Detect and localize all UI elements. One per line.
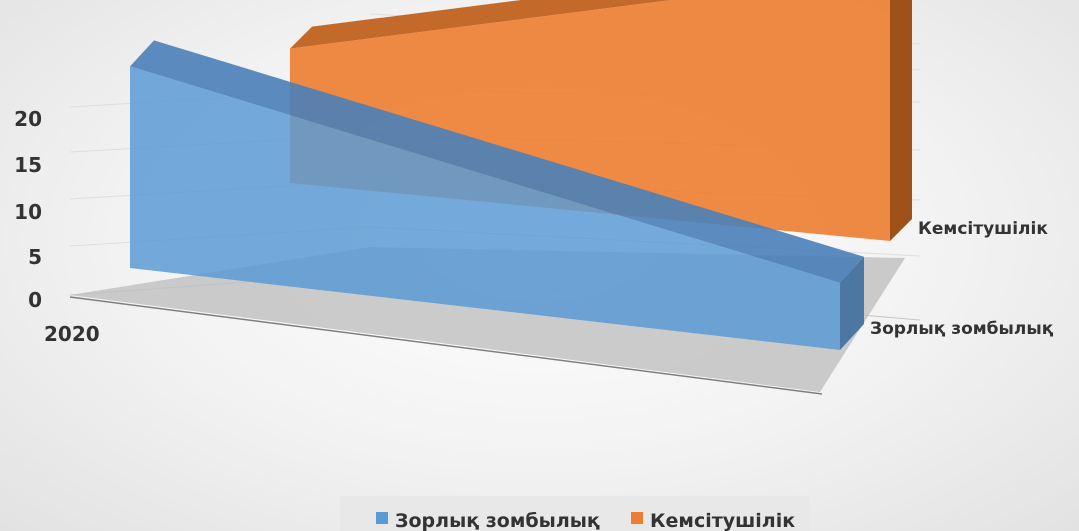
legend-swatch: [376, 512, 388, 524]
legend-swatch: [631, 512, 643, 524]
depth-axis-label: Зорлық зомбылық: [870, 319, 1054, 339]
legend-label: Кемсітушілік: [650, 510, 795, 531]
y-tick-label: 15: [14, 153, 42, 177]
legend-background: [340, 496, 810, 531]
y-tick-labels: 20 15 10 5 0: [14, 107, 42, 312]
legend-label: Зорлық зомбылық: [395, 510, 600, 531]
x-axis-line: [69, 296, 823, 395]
area-side-back: [890, 0, 912, 241]
legend: Зорлық зомбылық Кемсітушілік: [340, 496, 810, 531]
y-tick-label: 10: [14, 200, 42, 224]
x-category-label: 2020: [44, 322, 100, 346]
depth-axis-label: Кемсітушілік: [918, 219, 1048, 239]
series-front: [130, 40, 864, 351]
y-tick-label: 20: [14, 107, 42, 131]
area-front-front: [130, 66, 840, 351]
y-tick-label: 5: [28, 245, 42, 269]
area-top-front: [130, 40, 864, 283]
area-side-front: [840, 256, 864, 350]
y-tick-label: 0: [28, 288, 42, 312]
